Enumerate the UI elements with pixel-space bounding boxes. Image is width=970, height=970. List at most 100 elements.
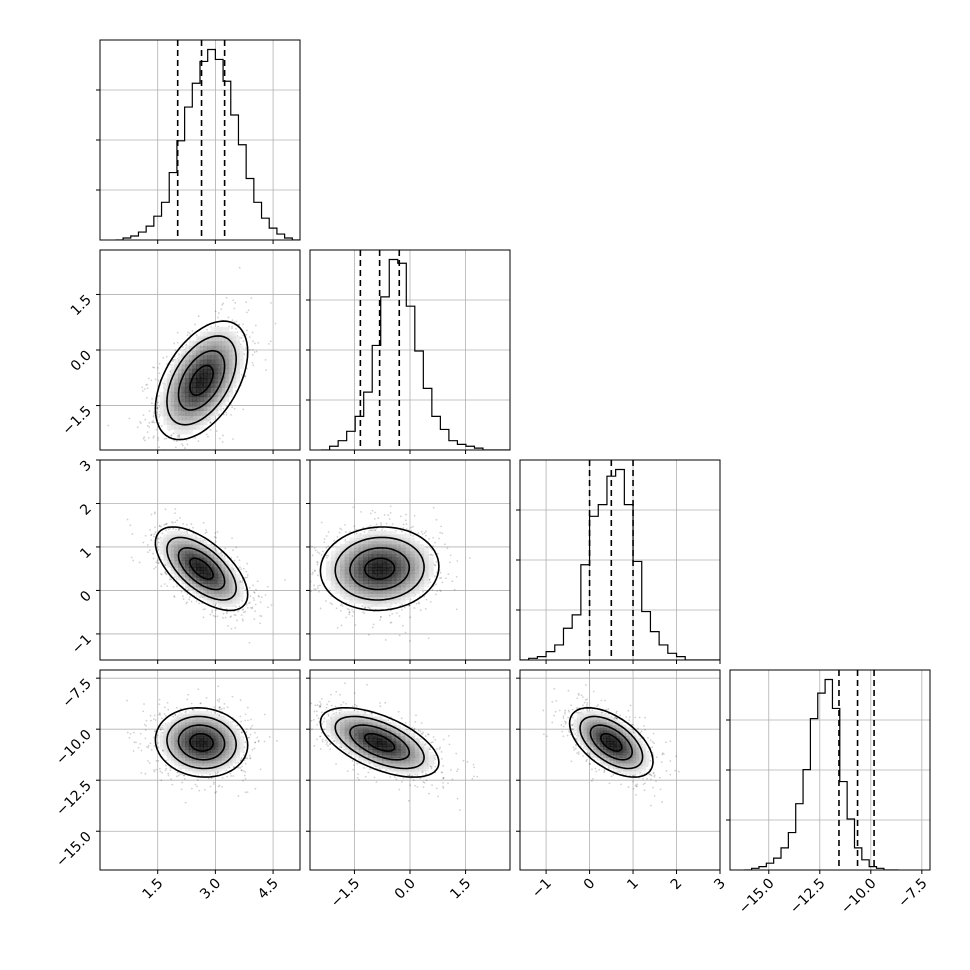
density-cell xyxy=(391,583,397,588)
sample-point xyxy=(185,453,187,455)
density-cell xyxy=(210,580,215,584)
density-cell xyxy=(367,563,374,568)
sample-point xyxy=(195,334,198,337)
density-cell xyxy=(217,396,222,402)
sample-point xyxy=(336,536,339,538)
density-cell xyxy=(232,336,237,342)
density-cell xyxy=(174,557,179,561)
sample-point xyxy=(163,564,166,566)
density-cell xyxy=(196,364,201,370)
density-cell xyxy=(235,596,241,601)
sample-point xyxy=(304,563,306,565)
density-cell xyxy=(326,576,332,581)
sample-point xyxy=(469,557,471,559)
density-cell xyxy=(372,540,378,545)
density-cell xyxy=(363,590,369,594)
sample-point xyxy=(221,441,224,443)
sample-point xyxy=(246,606,249,609)
density-cell xyxy=(203,364,208,370)
density-cell xyxy=(377,567,383,571)
sample-point xyxy=(168,578,171,581)
density-cell xyxy=(188,424,193,430)
density-cell xyxy=(159,544,164,548)
sample-point xyxy=(240,568,242,571)
sample-point xyxy=(150,533,153,536)
density-cell xyxy=(210,563,215,568)
density-cell xyxy=(381,540,388,545)
density-cell xyxy=(235,586,241,591)
sample-point xyxy=(164,572,167,575)
density-cell xyxy=(372,599,378,604)
density-cell xyxy=(185,354,190,360)
sample-point xyxy=(375,523,378,526)
density-cell xyxy=(377,590,383,594)
density-cell xyxy=(174,540,179,545)
sample-point xyxy=(212,614,215,617)
density-cell xyxy=(354,534,360,539)
density-cell xyxy=(188,534,193,539)
density-cell xyxy=(177,547,183,552)
density-cell xyxy=(235,580,241,584)
density-cell xyxy=(192,345,197,351)
sample-point xyxy=(311,554,314,557)
density-cell xyxy=(196,583,201,588)
sample-point xyxy=(229,616,232,618)
sample-point xyxy=(318,552,321,555)
x-tick-label: −7.5 xyxy=(895,876,930,911)
density-cell xyxy=(335,563,341,568)
density-cell xyxy=(174,382,179,388)
density-cell xyxy=(163,537,168,542)
density-cell xyxy=(185,419,190,426)
sample-point xyxy=(428,537,431,540)
density-cell xyxy=(225,576,230,581)
density-cell xyxy=(163,560,168,565)
density-cell xyxy=(225,392,230,398)
density-cell xyxy=(372,534,378,539)
density-cell xyxy=(170,550,175,555)
density-cell xyxy=(349,590,355,594)
density-cell xyxy=(363,599,369,604)
density-cell xyxy=(163,557,168,561)
density-cell xyxy=(214,553,219,558)
density-cell xyxy=(188,359,193,365)
sample-point xyxy=(170,521,173,523)
sample-point xyxy=(252,364,255,367)
sample-point xyxy=(339,604,342,607)
density-cell xyxy=(167,537,172,542)
sample-point xyxy=(443,543,446,546)
density-cell xyxy=(358,547,364,552)
sample-point xyxy=(161,532,164,535)
density-cell xyxy=(377,537,383,542)
sample-point xyxy=(242,340,245,343)
sample-point xyxy=(319,607,322,610)
sample-point xyxy=(432,536,435,539)
density-cell xyxy=(181,553,186,558)
density-cell xyxy=(210,326,215,332)
sample-point xyxy=(253,618,256,621)
density-cell xyxy=(354,576,360,581)
density-cell xyxy=(167,553,172,558)
density-cell xyxy=(206,567,212,571)
density-cell xyxy=(354,593,360,598)
sample-point xyxy=(351,615,354,617)
density-cell xyxy=(192,368,197,374)
density-cell xyxy=(210,553,215,558)
sample-point xyxy=(181,346,184,349)
density-cell xyxy=(203,419,208,426)
density-cell xyxy=(210,599,215,604)
density-cell xyxy=(181,573,186,578)
density-cell xyxy=(214,373,219,379)
density-cell xyxy=(232,596,237,601)
sample-point xyxy=(158,415,161,418)
density-cell xyxy=(340,580,346,584)
density-cell xyxy=(228,599,233,604)
sample-point xyxy=(190,523,193,525)
density-cell xyxy=(159,547,164,552)
sample-point xyxy=(317,584,319,587)
sample-point xyxy=(238,323,241,326)
sample-point xyxy=(146,424,149,427)
sample-point xyxy=(182,452,184,454)
sample-point xyxy=(175,577,178,580)
density-cell xyxy=(177,364,183,370)
density-cell xyxy=(217,573,222,578)
